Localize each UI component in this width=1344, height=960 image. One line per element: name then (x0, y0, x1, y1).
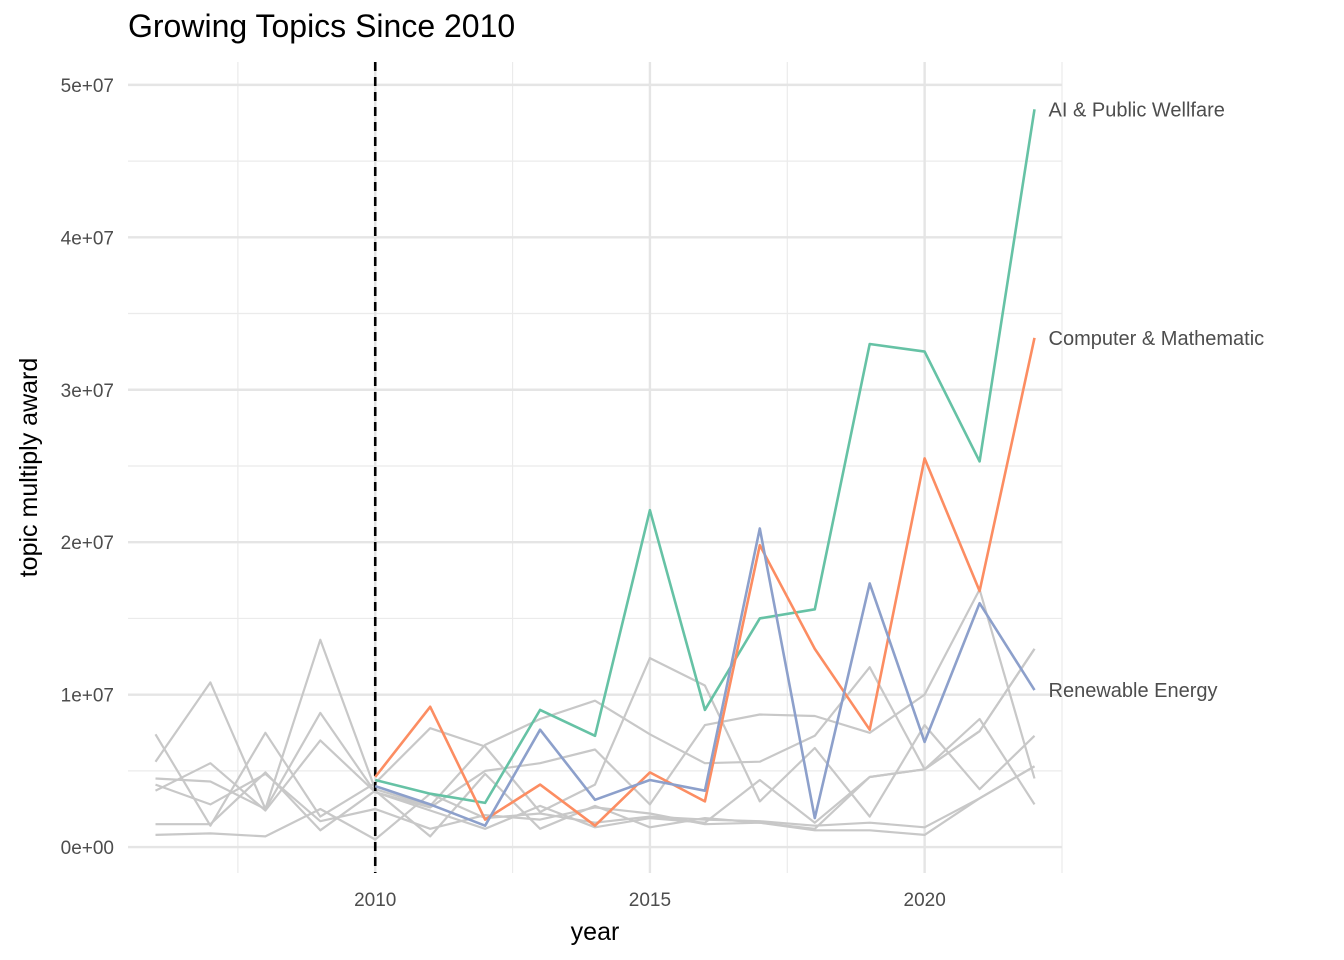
y-tick-label: 0e+00 (61, 838, 114, 859)
background-series-line-6 (155, 765, 1036, 836)
y-axis-title: topic multiply award (15, 358, 43, 578)
highlighted-series-layer (374, 109, 1036, 827)
background-series-line-5 (155, 648, 1036, 838)
y-tick-label: 5e+07 (61, 76, 114, 97)
background-series-line-2 (154, 638, 1036, 811)
background-series-line-3 (155, 588, 1036, 811)
end-label-layer: AI & Public Wellfare Computer & Mathemati… (1049, 99, 1265, 702)
x-tick-label: 2020 (904, 890, 946, 911)
series-line-renewable-energy (374, 527, 1036, 827)
chart-title: Growing Topics Since 2010 (128, 8, 516, 44)
series-line-computer-mathematic (374, 337, 1036, 827)
x-tick-label: 2010 (354, 890, 396, 911)
y-tick-label: 2e+07 (61, 533, 114, 554)
x-axis-title: year (571, 918, 620, 946)
series-label-ai-public-wellfare: AI & Public Wellfare (1049, 99, 1225, 121)
y-tick-label: 3e+07 (61, 381, 114, 402)
y-tick-label: 4e+07 (61, 228, 114, 249)
grid-layer (128, 62, 1063, 873)
y-tick-label: 1e+07 (61, 686, 114, 707)
series-line-ai-public-wellfare (374, 109, 1036, 805)
series-label-renewable-energy: Renewable Energy (1049, 680, 1218, 702)
background-series-layer (154, 588, 1036, 841)
background-series-line-7 (155, 765, 1036, 841)
background-series-line-1 (154, 657, 1036, 827)
x-tick-label: 2015 (629, 890, 671, 911)
series-label-computer-mathematic: Computer & Mathematic (1049, 328, 1265, 350)
axis-text-layer: 0e+00 1e+07 2e+07 3e+07 4e+07 5e+07 2010 2015 20… (15, 76, 946, 946)
